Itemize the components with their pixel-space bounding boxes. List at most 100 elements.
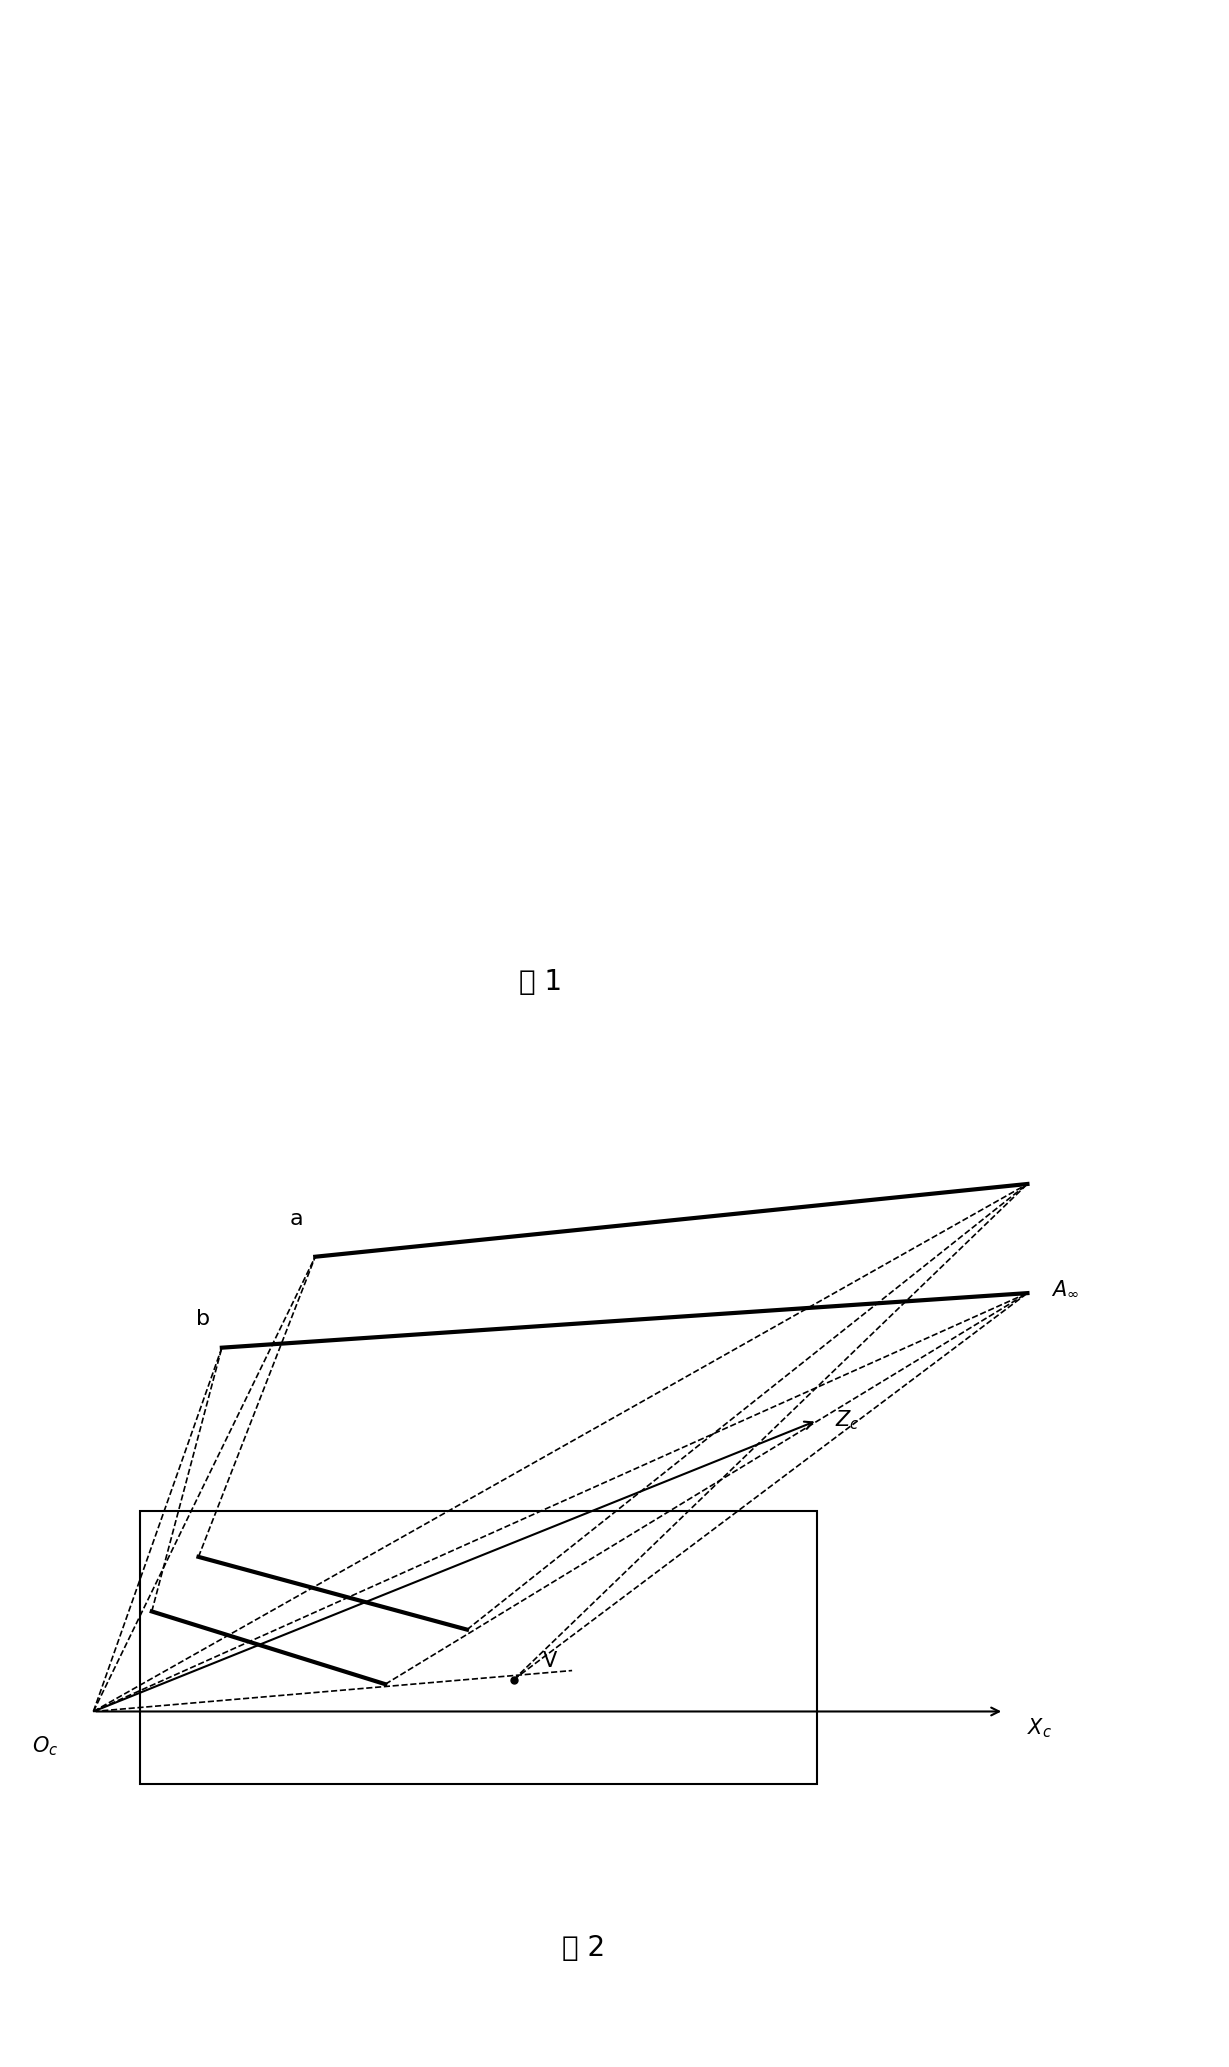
Ellipse shape [900,883,939,947]
Ellipse shape [823,248,863,312]
Ellipse shape [823,157,863,221]
Ellipse shape [66,157,106,221]
Ellipse shape [445,701,484,765]
Ellipse shape [672,248,712,312]
Ellipse shape [823,792,863,856]
Text: $A_\infty$: $A_\infty$ [1051,1279,1079,1298]
Ellipse shape [672,610,712,674]
Ellipse shape [976,521,1015,583]
Ellipse shape [521,521,560,583]
Ellipse shape [672,521,712,583]
Ellipse shape [521,157,560,221]
Ellipse shape [900,792,939,856]
Ellipse shape [597,792,637,856]
Ellipse shape [748,701,788,765]
Ellipse shape [976,430,1015,492]
Ellipse shape [748,339,788,403]
Ellipse shape [66,248,106,312]
Ellipse shape [823,66,863,130]
Ellipse shape [294,521,333,583]
Ellipse shape [597,66,637,130]
Ellipse shape [294,883,333,947]
Ellipse shape [219,157,258,221]
Ellipse shape [219,883,258,947]
Ellipse shape [648,306,736,434]
Ellipse shape [219,701,258,765]
Ellipse shape [748,66,788,130]
Ellipse shape [823,430,863,492]
Ellipse shape [748,792,788,856]
Ellipse shape [66,610,106,674]
Ellipse shape [143,521,182,583]
Ellipse shape [66,339,106,403]
Ellipse shape [66,883,106,947]
Ellipse shape [445,792,484,856]
Ellipse shape [294,157,333,221]
Ellipse shape [143,66,182,130]
Ellipse shape [900,430,939,492]
Ellipse shape [219,792,258,856]
Ellipse shape [370,701,409,765]
Ellipse shape [521,610,560,674]
Ellipse shape [976,339,1015,403]
Ellipse shape [370,430,409,492]
Ellipse shape [445,883,484,947]
Ellipse shape [294,248,333,312]
Ellipse shape [294,430,333,492]
Ellipse shape [521,792,560,856]
Ellipse shape [294,610,333,674]
Ellipse shape [143,248,182,312]
Ellipse shape [370,157,409,221]
Ellipse shape [66,430,106,492]
Ellipse shape [900,157,939,221]
Ellipse shape [976,248,1015,312]
Ellipse shape [672,883,712,947]
Ellipse shape [672,430,712,492]
Ellipse shape [672,66,712,130]
Text: V: V [543,1652,557,1670]
Ellipse shape [66,521,106,583]
Ellipse shape [597,521,637,583]
Ellipse shape [976,701,1015,765]
Ellipse shape [294,701,333,765]
Ellipse shape [370,883,409,947]
Ellipse shape [521,66,560,130]
Ellipse shape [445,610,484,674]
Text: $O_c$: $O_c$ [32,1734,58,1757]
Ellipse shape [900,610,939,674]
Ellipse shape [370,66,409,130]
Ellipse shape [345,306,434,434]
Ellipse shape [521,339,560,403]
Ellipse shape [219,430,258,492]
Ellipse shape [823,701,863,765]
Ellipse shape [143,157,182,221]
Ellipse shape [143,339,182,403]
Ellipse shape [445,339,484,403]
Ellipse shape [143,610,182,674]
Ellipse shape [823,883,863,947]
Ellipse shape [597,430,637,492]
Ellipse shape [370,521,409,583]
Ellipse shape [748,248,788,312]
Ellipse shape [976,157,1015,221]
Ellipse shape [294,66,333,130]
Text: b: b [197,1310,210,1329]
Bar [140,1511,817,1784]
Ellipse shape [976,792,1015,856]
Text: 图 1: 图 1 [519,967,563,996]
Ellipse shape [445,521,484,583]
Ellipse shape [219,248,258,312]
Ellipse shape [521,248,560,312]
Ellipse shape [900,248,939,312]
Ellipse shape [401,188,528,370]
Ellipse shape [597,339,637,403]
Ellipse shape [445,157,484,221]
Ellipse shape [445,430,484,492]
Ellipse shape [900,701,939,765]
Ellipse shape [823,339,863,403]
Ellipse shape [672,157,712,221]
Ellipse shape [370,610,409,674]
Ellipse shape [597,610,637,674]
Ellipse shape [976,66,1015,130]
Ellipse shape [672,792,712,856]
